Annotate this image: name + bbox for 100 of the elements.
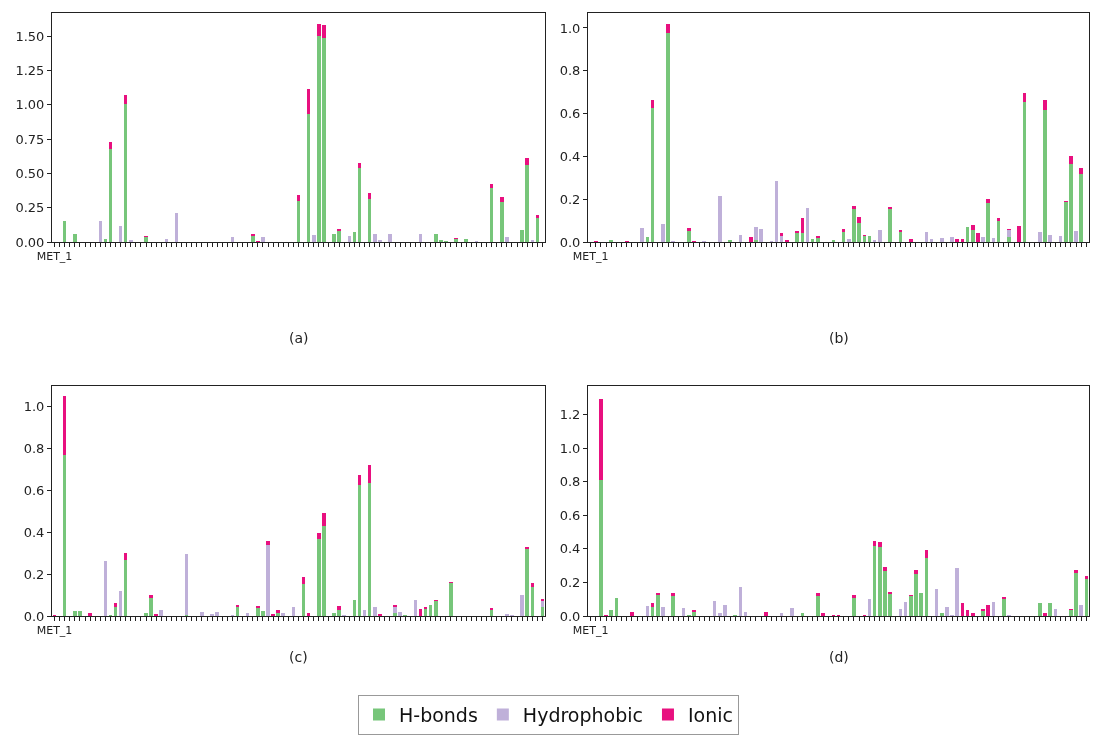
bar <box>1038 603 1042 616</box>
bar <box>852 205 856 209</box>
bar <box>388 233 392 242</box>
y-tick-label: 0.2 <box>23 566 45 582</box>
bar <box>200 611 204 616</box>
bar <box>311 235 316 242</box>
legend-label: Hydrophobic <box>522 703 643 726</box>
bar <box>1007 236 1011 242</box>
bar <box>852 597 856 616</box>
bar <box>1001 599 1006 616</box>
bar <box>525 549 529 616</box>
bar <box>1043 110 1047 242</box>
bar <box>88 612 92 616</box>
bar <box>981 236 985 242</box>
bar <box>970 230 975 242</box>
y-tick-label: 0.4 <box>559 148 581 164</box>
bar <box>1079 173 1084 242</box>
bar <box>888 206 892 209</box>
bar <box>1007 230 1011 237</box>
bar <box>816 237 820 242</box>
bar <box>1069 156 1073 164</box>
bar <box>986 199 991 204</box>
bar <box>779 613 784 616</box>
y-tick-label: 0.8 <box>23 441 45 457</box>
bar <box>878 542 882 548</box>
y-tick-label: 1.2 <box>559 407 581 423</box>
bar <box>790 608 794 616</box>
bar <box>800 613 805 616</box>
y-tick-label: 1.0 <box>559 440 581 456</box>
y-tick-label: 0.6 <box>559 106 581 122</box>
y-tick-label: 0.00 <box>15 234 45 250</box>
bar <box>317 533 321 539</box>
bar <box>1074 231 1078 242</box>
bar <box>464 238 468 242</box>
bar <box>337 605 341 610</box>
bar <box>816 593 820 596</box>
bar <box>129 239 133 242</box>
bar <box>779 233 784 236</box>
bar <box>535 215 540 218</box>
bar <box>525 158 529 165</box>
bar <box>1048 603 1053 616</box>
bar <box>981 610 985 616</box>
bar <box>266 540 270 545</box>
y-tick-label: 0.4 <box>559 541 581 557</box>
y-tick-label: 0.6 <box>559 507 581 523</box>
bar <box>630 611 634 616</box>
bar <box>939 237 944 242</box>
bar <box>599 480 603 616</box>
y-tick-label: 0.8 <box>559 474 581 490</box>
bar <box>878 230 882 242</box>
text: (a) <box>289 330 309 346</box>
text: (b) <box>829 330 849 346</box>
bar <box>322 512 326 527</box>
y-tick-label: 1.00 <box>15 97 45 113</box>
bar <box>650 603 655 607</box>
bar <box>372 606 377 616</box>
bar <box>164 239 169 242</box>
bar <box>821 613 825 616</box>
bar <box>1074 569 1078 574</box>
bar <box>500 201 504 242</box>
y-tick-label: 1.25 <box>15 63 45 79</box>
bar <box>113 603 118 607</box>
bar <box>393 604 397 607</box>
bar <box>764 611 768 616</box>
bar <box>970 224 975 231</box>
y-tick-label: 0.25 <box>15 200 45 216</box>
bar <box>852 595 856 598</box>
bar <box>1043 99 1047 111</box>
bar <box>123 553 128 560</box>
bar <box>489 184 494 188</box>
bar <box>149 595 153 599</box>
bar <box>795 233 799 242</box>
bar <box>250 235 255 242</box>
bar <box>717 195 722 242</box>
bar <box>640 228 645 242</box>
bar <box>955 238 960 242</box>
bar <box>671 595 676 616</box>
bar <box>337 228 341 232</box>
bar <box>671 592 676 596</box>
bar <box>686 231 691 242</box>
bar <box>159 609 164 616</box>
y-tick-label: 0.2 <box>559 191 581 207</box>
x-tick-label: MET_1 <box>572 624 609 638</box>
y-tick-label: 1.0 <box>23 399 45 415</box>
bar <box>970 612 975 616</box>
text: (d) <box>829 649 849 665</box>
bar <box>154 613 158 616</box>
bar <box>449 582 453 616</box>
bar <box>661 606 665 616</box>
bar <box>261 237 265 242</box>
bar <box>795 231 799 234</box>
y-tick-label: 0.0 <box>23 608 45 624</box>
bar <box>754 239 758 242</box>
bar <box>1038 232 1042 242</box>
bar <box>540 601 545 607</box>
bar <box>433 601 438 616</box>
y-tick-label: 1.50 <box>15 28 45 44</box>
bar <box>73 233 77 242</box>
bar <box>666 23 670 34</box>
y-tick-label: 1.0 <box>559 20 581 36</box>
